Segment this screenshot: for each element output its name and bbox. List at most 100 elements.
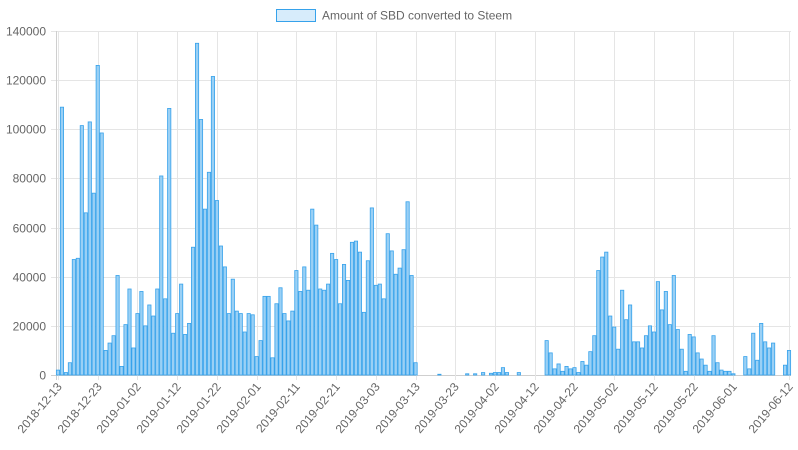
bar[interactable] [489, 372, 494, 376]
bar[interactable] [95, 65, 100, 376]
bar[interactable] [63, 372, 68, 376]
bar[interactable] [151, 315, 156, 376]
bar[interactable] [342, 264, 347, 376]
bar[interactable] [699, 358, 704, 376]
bar[interactable] [552, 368, 557, 376]
bar[interactable] [755, 359, 760, 376]
bar[interactable] [413, 362, 418, 376]
bar[interactable] [218, 245, 223, 376]
bar[interactable] [234, 310, 239, 376]
bar[interactable] [504, 372, 509, 376]
bar[interactable] [600, 256, 605, 376]
bar[interactable] [397, 267, 402, 376]
bar[interactable] [612, 326, 617, 376]
bar[interactable] [496, 372, 502, 376]
bar[interactable] [671, 275, 676, 376]
bar[interactable] [544, 340, 549, 376]
bar[interactable] [67, 362, 72, 376]
bar[interactable] [564, 365, 569, 376]
bar[interactable] [643, 335, 649, 376]
bar[interactable] [465, 373, 470, 376]
bar[interactable] [330, 252, 335, 376]
bar[interactable] [767, 347, 772, 376]
bar[interactable] [266, 295, 271, 376]
bar[interactable] [667, 324, 672, 376]
bar[interactable] [71, 259, 76, 376]
bar[interactable] [568, 368, 573, 376]
bar[interactable] [651, 331, 656, 376]
bar[interactable] [111, 335, 116, 376]
bar[interactable] [87, 121, 92, 376]
bar[interactable] [369, 207, 374, 376]
bar[interactable] [322, 289, 327, 376]
bar[interactable] [334, 259, 339, 376]
bar[interactable] [250, 314, 255, 376]
bar[interactable] [310, 208, 315, 376]
bar[interactable] [659, 309, 664, 376]
bar[interactable] [302, 266, 307, 376]
bar[interactable] [628, 304, 633, 376]
bar[interactable] [210, 76, 215, 376]
bar[interactable] [401, 249, 406, 376]
bar[interactable] [143, 325, 148, 376]
bar[interactable] [687, 334, 692, 376]
bar[interactable] [222, 266, 227, 376]
bar[interactable] [115, 275, 120, 376]
bar[interactable] [492, 372, 498, 376]
bar[interactable] [743, 356, 748, 376]
bar[interactable] [703, 364, 708, 376]
bar[interactable] [262, 295, 267, 376]
bar[interactable] [357, 251, 362, 376]
bar[interactable] [572, 367, 577, 376]
bar[interactable] [389, 250, 394, 376]
bar[interactable] [55, 369, 61, 376]
bar[interactable] [326, 283, 331, 376]
bar[interactable] [675, 329, 680, 376]
bar[interactable] [103, 350, 108, 376]
bar[interactable] [596, 270, 601, 376]
bar[interactable] [230, 278, 235, 376]
bar[interactable] [711, 335, 716, 376]
bar[interactable] [500, 367, 505, 376]
bar[interactable] [723, 370, 728, 376]
bar[interactable] [254, 356, 259, 376]
bar[interactable] [548, 352, 553, 376]
bar[interactable] [393, 273, 398, 376]
bar[interactable] [198, 119, 204, 376]
bar[interactable] [278, 287, 283, 376]
bar[interactable] [167, 108, 172, 376]
bar[interactable] [373, 284, 378, 376]
bar[interactable] [616, 348, 621, 376]
bar[interactable] [349, 241, 355, 376]
bar[interactable] [588, 351, 593, 376]
bar[interactable] [592, 335, 597, 376]
bar[interactable] [183, 334, 188, 376]
bar[interactable] [437, 373, 442, 376]
bar[interactable] [608, 315, 613, 376]
bar[interactable] [119, 365, 124, 376]
bar[interactable] [345, 279, 351, 376]
bar[interactable] [632, 341, 637, 376]
bar[interactable] [576, 372, 581, 376]
bar[interactable] [759, 322, 764, 376]
bar[interactable] [707, 370, 712, 376]
bar[interactable] [131, 347, 136, 376]
bar[interactable] [385, 233, 390, 376]
bar[interactable] [786, 350, 792, 376]
bar[interactable] [282, 313, 287, 376]
bar[interactable] [691, 336, 696, 376]
bar[interactable] [258, 340, 263, 376]
bar[interactable] [751, 332, 756, 376]
bar[interactable] [318, 288, 323, 376]
bar[interactable] [584, 364, 589, 376]
bar[interactable] [274, 303, 279, 376]
bar[interactable] [163, 298, 168, 376]
bar[interactable] [624, 319, 629, 376]
bar[interactable] [75, 257, 80, 376]
bar[interactable] [516, 372, 521, 376]
bar[interactable] [353, 240, 358, 376]
bar[interactable] [556, 363, 561, 376]
bar[interactable] [242, 331, 247, 376]
bar[interactable] [314, 224, 319, 376]
bar[interactable] [338, 303, 343, 376]
